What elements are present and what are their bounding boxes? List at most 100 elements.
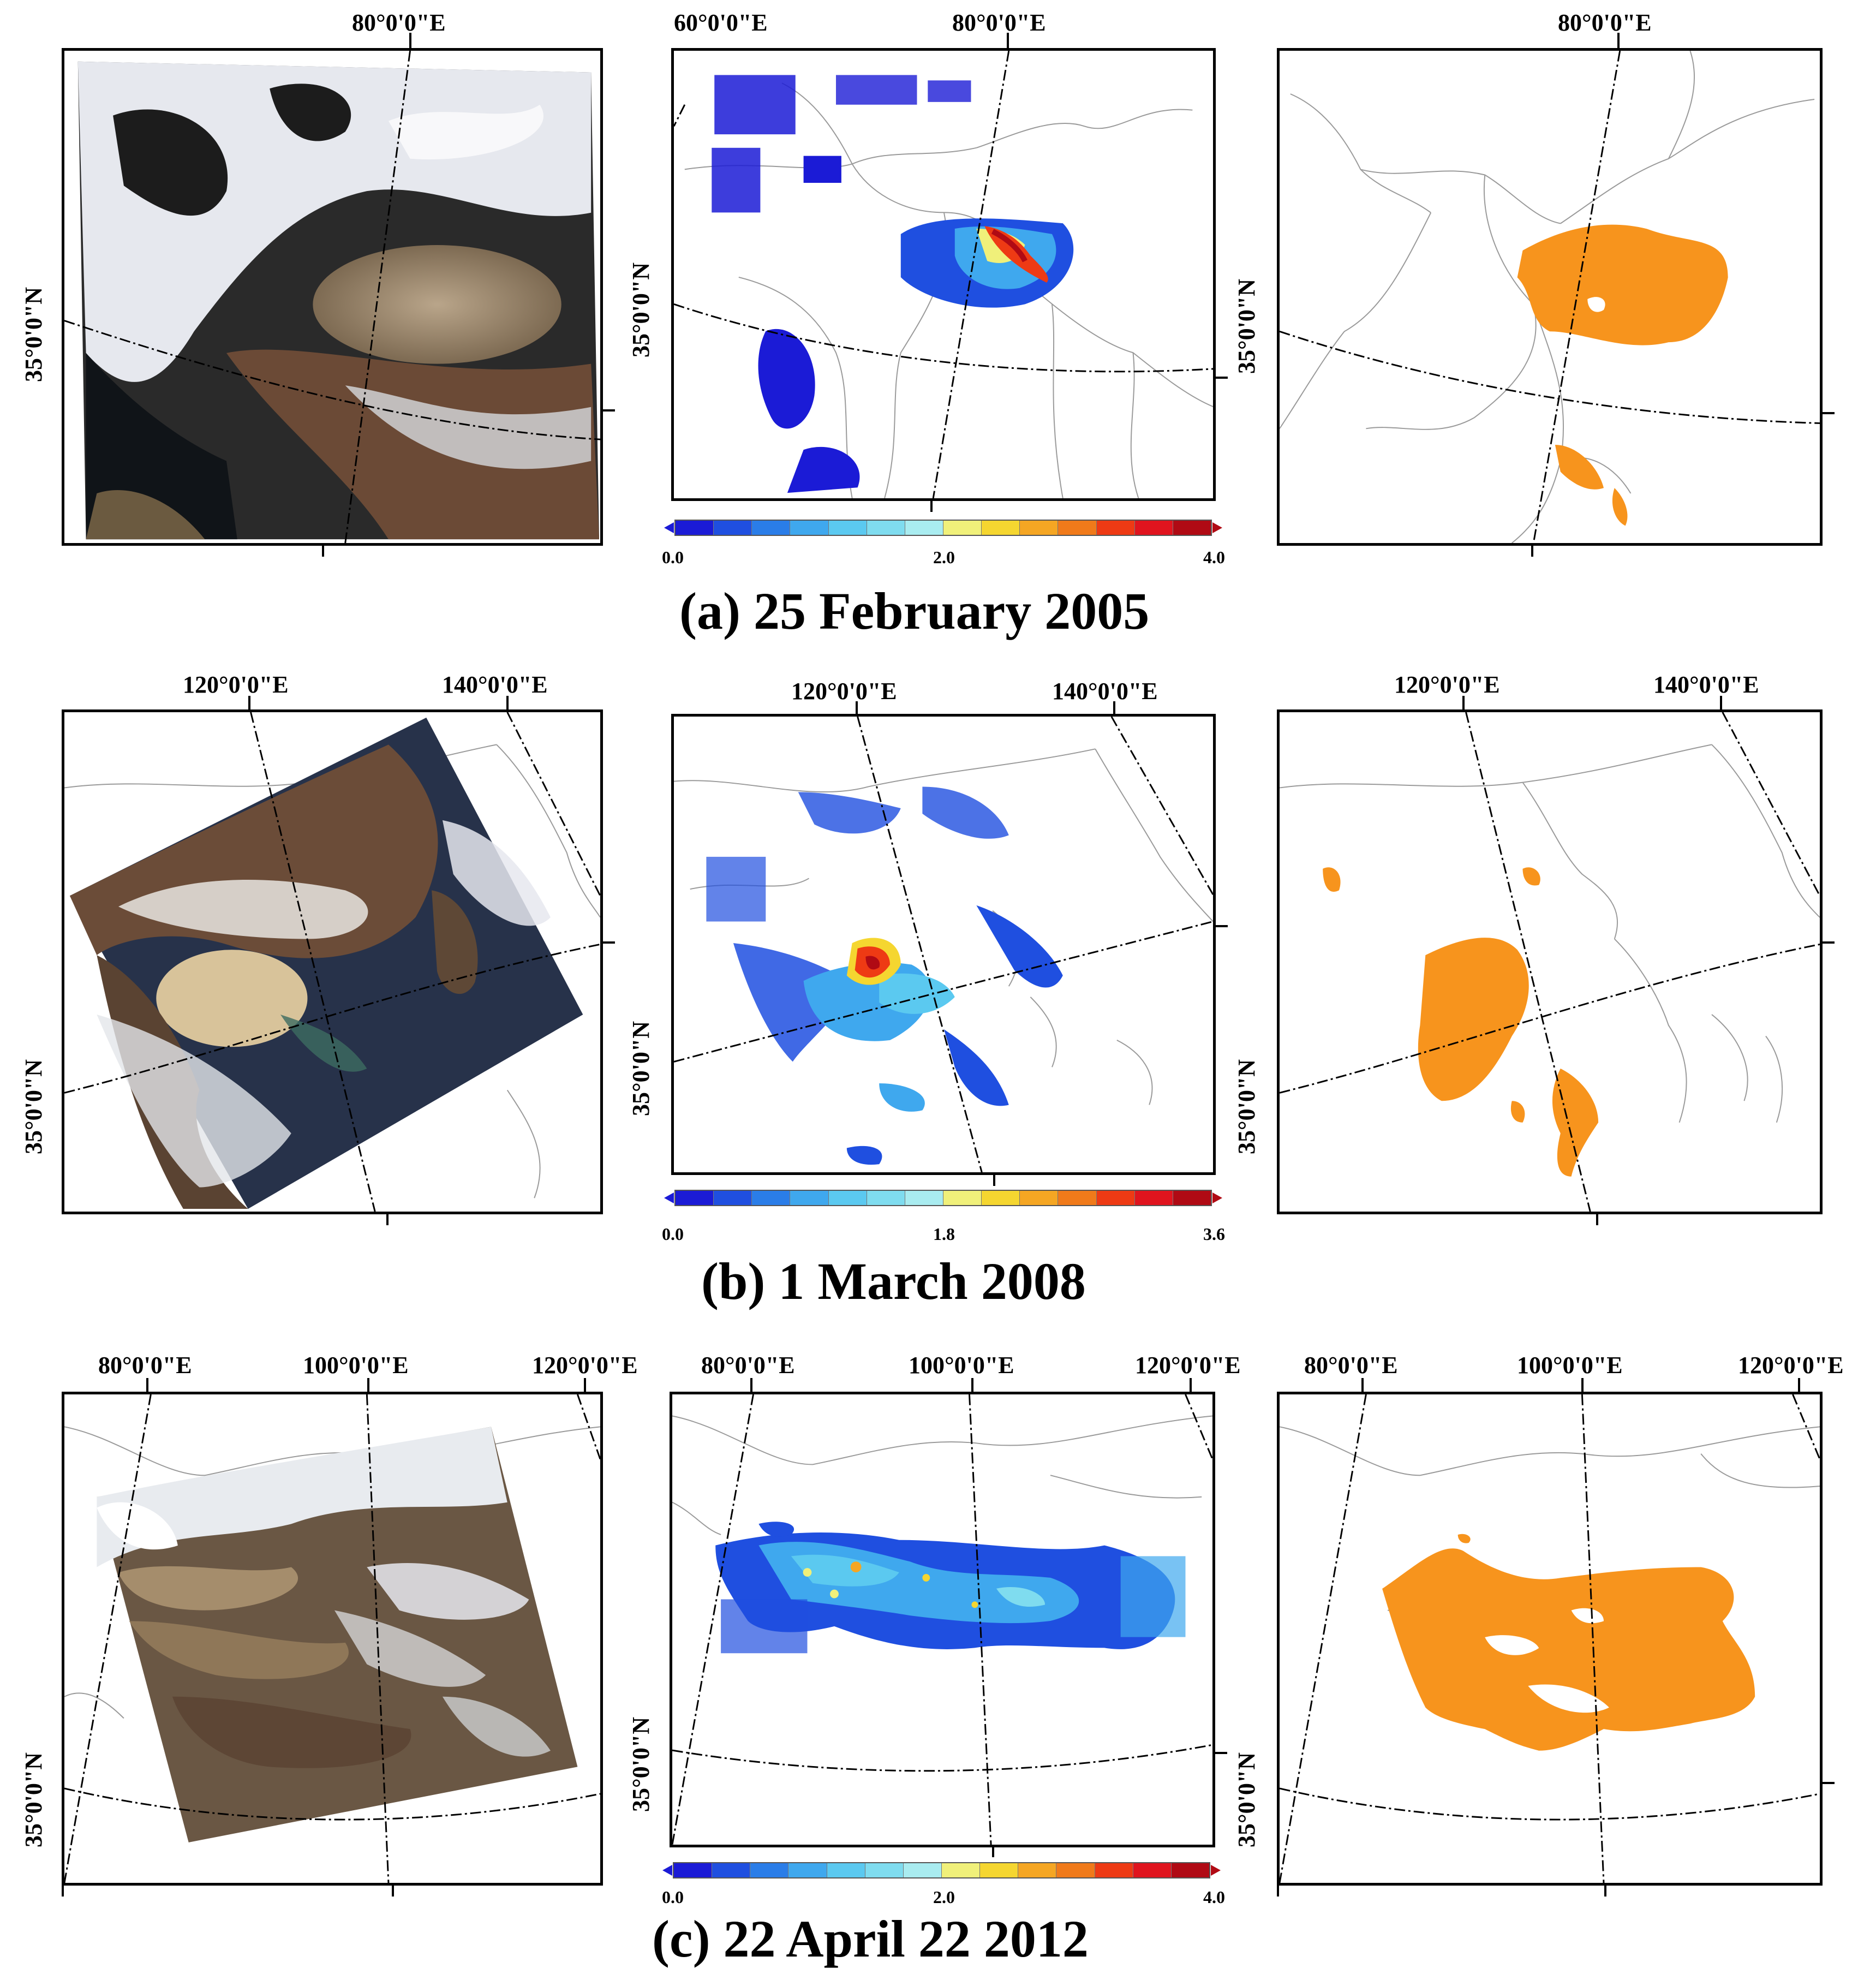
- row-c-colorbar-min-arrow: [662, 1865, 672, 1876]
- row-b-colorbar-max-label: 3.6: [1203, 1224, 1225, 1244]
- row-c-p2-tick-bottom: [992, 1846, 994, 1857]
- row-b-colorbar: [674, 1190, 1212, 1206]
- row-a-p3-tick-bottom: [1531, 545, 1533, 557]
- colorbar-swatch: [752, 1191, 791, 1205]
- colorbar-swatch: [867, 1191, 905, 1205]
- row-b-colorbar-max-arrow: [1212, 1192, 1222, 1203]
- row-c-p1-tick-bottom-left: [62, 1884, 64, 1897]
- row-c-colorbar-min-label: 0.0: [662, 1887, 684, 1907]
- colorbar-swatch: [982, 1191, 1020, 1205]
- row-b-p1-lat-label: 35°0'0"N: [20, 1059, 47, 1154]
- row-a-p1-tick-top: [409, 33, 411, 49]
- row-c-p3-tick-bottom-left: [1277, 1884, 1279, 1897]
- row-a-p2-tick-bottom: [930, 500, 933, 512]
- colorbar-swatch: [1173, 1191, 1211, 1205]
- colorbar-swatch: [1173, 521, 1211, 535]
- colorbar-swatch: [1134, 1191, 1173, 1205]
- row-c-p3-lon-label-100: 100°0'0"E: [1517, 1352, 1623, 1379]
- row-c-colorbar-max-arrow: [1211, 1865, 1221, 1876]
- row-a-colorbar-max-arrow: [1212, 522, 1222, 533]
- row-a-p1-tick-bottom: [322, 545, 324, 557]
- row-a-p3-tick-right: [1823, 412, 1835, 414]
- row-a-colorbar-max-label: 4.0: [1203, 547, 1225, 567]
- colorbar-swatch: [1018, 1863, 1057, 1877]
- colorbar-swatch: [1056, 1863, 1095, 1877]
- row-a-caption: (a) 25 February 2005: [679, 582, 1150, 640]
- row-c-p2-lon-label-80: 80°0'0"E: [701, 1352, 795, 1379]
- colorbar-swatch: [1096, 1191, 1135, 1205]
- row-c-p3-lon-label-120: 120°0'0"E: [1738, 1352, 1844, 1379]
- colorbar-swatch: [676, 1191, 714, 1205]
- row-c-p1-tick-top-120: [584, 1378, 586, 1393]
- row-b-satellite-image: [62, 709, 603, 1214]
- colorbar-swatch: [1171, 1863, 1209, 1877]
- row-a-aod-map: [671, 48, 1216, 501]
- row-c-p3-tick-top-100: [1581, 1378, 1584, 1393]
- colorbar-swatch: [941, 1863, 981, 1877]
- row-c-colorbar-max-label: 4.0: [1203, 1887, 1225, 1907]
- row-b-p1-tick-top-120: [248, 696, 250, 711]
- colorbar-swatch: [1133, 1863, 1172, 1877]
- colorbar-swatch: [982, 521, 1020, 535]
- row-c-p2-tick-top-100: [971, 1378, 973, 1393]
- row-a-colorbar: [674, 520, 1212, 536]
- colorbar-swatch: [750, 1863, 789, 1877]
- row-b-p3-tick-top-140: [1720, 696, 1722, 711]
- colorbar-swatch: [943, 1191, 982, 1205]
- colorbar-swatch: [1020, 1191, 1059, 1205]
- row-c-p2-tick-right: [1215, 1752, 1227, 1754]
- row-c-p1-lon-label-120: 120°0'0"E: [532, 1352, 638, 1379]
- colorbar-swatch: [865, 1863, 904, 1877]
- row-a-p2-lon-label-80: 80°0'0"E: [952, 9, 1046, 36]
- row-b-p2-lon-label-140: 140°0'0"E: [1052, 678, 1158, 705]
- colorbar-swatch: [905, 521, 943, 535]
- colorbar-swatch: [828, 1191, 867, 1205]
- colorbar-swatch: [790, 1191, 829, 1205]
- colorbar-swatch: [676, 521, 714, 535]
- row-b-p2-tick-bottom: [993, 1174, 995, 1186]
- row-c-p3-tick-top-80: [1361, 1378, 1364, 1393]
- row-a-p2-tick-top: [1007, 33, 1009, 49]
- row-b-p2-lon-label-120: 120°0'0"E: [791, 678, 897, 705]
- row-a-p1-lat-label: 35°0'0"N: [20, 287, 47, 382]
- row-c-p3-tick-right: [1823, 1782, 1835, 1784]
- row-c-p1-tick-bottom-mid: [392, 1884, 394, 1897]
- row-b-p2-lat-label: 35°0'0"N: [628, 1021, 654, 1116]
- row-b-caption: (b) 1 March 2008: [701, 1252, 1086, 1310]
- row-c-p2-tick-top-80: [750, 1378, 752, 1393]
- colorbar-swatch: [1058, 1191, 1097, 1205]
- row-c-colorbar: [673, 1862, 1210, 1878]
- row-c-p2-lon-label-120: 120°0'0"E: [1135, 1352, 1241, 1379]
- row-b-p2-tick-top-120: [856, 701, 858, 715]
- colorbar-swatch: [790, 521, 829, 535]
- row-b-p3-lat-label: 35°0'0"N: [1233, 1059, 1260, 1154]
- row-c-aod-map: [670, 1392, 1215, 1847]
- row-c-p1-tick-top-80: [146, 1378, 148, 1393]
- colorbar-swatch: [788, 1863, 827, 1877]
- row-a-p1-lon-label-80: 80°0'0"E: [352, 9, 446, 36]
- row-b-p1-tick-right: [603, 941, 615, 944]
- colorbar-swatch: [1134, 521, 1173, 535]
- row-c-p3-lat-label: 35°0'0"N: [1233, 1752, 1260, 1847]
- row-b-dust-mask-map: [1277, 709, 1823, 1214]
- row-a-p2-lon-label-60: 60°0'0"E: [674, 9, 768, 36]
- row-c-p2-lat-label: 35°0'0"N: [628, 1716, 654, 1812]
- row-c-p3-lon-label-80: 80°0'0"E: [1304, 1352, 1398, 1379]
- row-b-colorbar-min-arrow: [664, 1192, 674, 1203]
- row-c-p2-lon-label-100: 100°0'0"E: [909, 1352, 1014, 1379]
- row-c-dust-mask-map: [1277, 1392, 1823, 1886]
- row-c-p2-tick-top-120: [1190, 1378, 1192, 1393]
- row-b-p3-tick-top-120: [1462, 696, 1465, 711]
- row-c-p3-tick-bottom-mid: [1604, 1884, 1606, 1897]
- row-c-caption: (c) 22 April 22 2012: [652, 1910, 1089, 1968]
- colorbar-swatch: [714, 521, 752, 535]
- row-a-colorbar-min-label: 0.0: [662, 547, 684, 567]
- row-a-p3-tick-top: [1617, 33, 1620, 49]
- row-b-colorbar-min-label: 0.0: [662, 1224, 684, 1244]
- row-b-p1-lon-label-140: 140°0'0"E: [442, 671, 548, 698]
- row-b-colorbar-mid-label: 1.8: [933, 1224, 955, 1244]
- colorbar-swatch: [752, 521, 791, 535]
- row-a-p3-lon-label-80: 80°0'0"E: [1558, 9, 1652, 36]
- row-c-p1-lat-label: 35°0'0"N: [20, 1752, 47, 1847]
- row-b-p3-lon-label-140: 140°0'0"E: [1653, 671, 1759, 698]
